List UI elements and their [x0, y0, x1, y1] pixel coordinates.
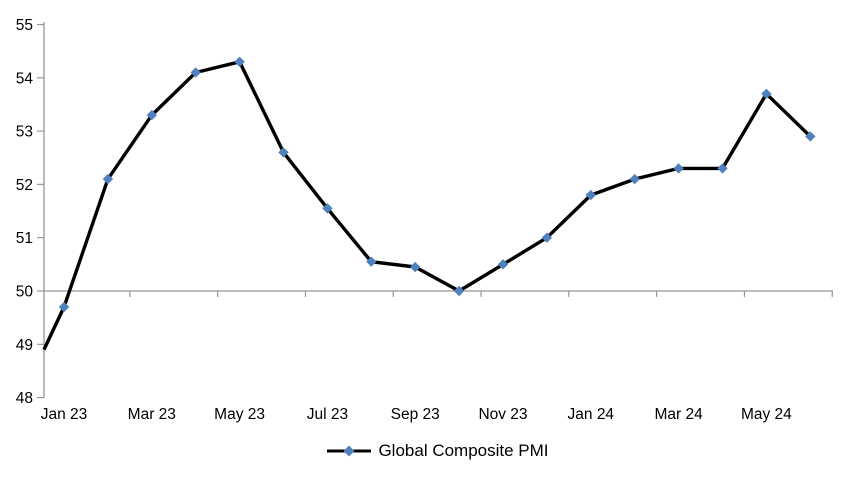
data-point-marker	[410, 261, 421, 273]
data-point-marker	[629, 173, 640, 185]
chart-plot-area: 48 49 50 51 52 53 54 55 Jan 23 Mar 23 May 23 Jul 23…	[16, 17, 833, 423]
x-axis-label: Mar 23	[128, 406, 176, 423]
data-point-marker	[541, 232, 553, 243]
data-point-marker	[497, 259, 509, 270]
data-point-marker	[717, 163, 728, 174]
data-point-marker	[234, 56, 245, 68]
x-axis-label: Nov 23	[478, 406, 527, 423]
data-point-marker	[585, 189, 596, 201]
data-point-marker	[322, 203, 333, 214]
y-axis-label: 50	[16, 284, 34, 301]
data-point-marker	[102, 173, 114, 185]
data-point-marker	[761, 88, 772, 99]
x-axis-label: May 23	[214, 406, 265, 423]
data-point-marker	[673, 163, 684, 174]
data-point-marker	[58, 301, 70, 313]
y-axis-label: 55	[16, 17, 33, 34]
data-point-marker	[453, 285, 465, 297]
y-axis-label: 51	[16, 230, 33, 247]
x-axis-label: Sep 23	[391, 406, 440, 423]
x-axis-label: May 24	[741, 406, 792, 423]
y-axis-label: 54	[16, 70, 34, 87]
legend-label: Global Composite PMI	[378, 441, 549, 460]
pmi-line	[42, 60, 812, 351]
data-point-marker	[190, 67, 201, 78]
data-point-marker	[366, 256, 377, 267]
data-point-marker	[805, 131, 816, 142]
x-axis-label: Jan 23	[41, 406, 88, 423]
x-axis-label: Jul 23	[307, 406, 348, 423]
y-axis-label: 49	[16, 337, 33, 354]
data-point-marker	[278, 147, 289, 158]
data-point-marker	[146, 109, 157, 121]
x-axis-label: Mar 24	[654, 406, 703, 423]
x-axis-label: Jan 24	[568, 406, 615, 423]
y-axis-label: 53	[16, 124, 33, 141]
chart-legend: Global Composite PMI	[0, 436, 852, 466]
legend-line-diamond-icon	[327, 445, 372, 457]
y-axis-label: 48	[16, 390, 33, 407]
y-axis-label: 52	[16, 177, 33, 194]
